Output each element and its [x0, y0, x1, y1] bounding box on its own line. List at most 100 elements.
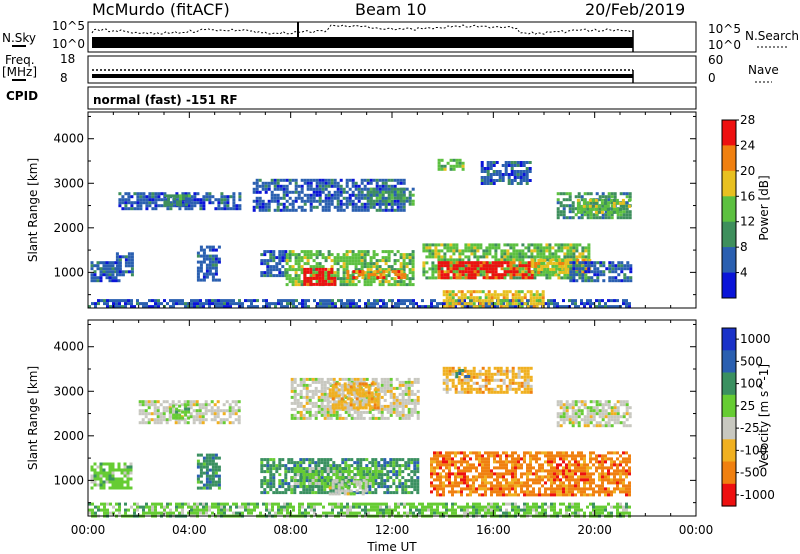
noise-sky-trace [91, 24, 632, 35]
velocity-x-axis: 00:00 04:00 08:00 12:00 16:00 20:00 00:00 [71, 523, 714, 537]
scatter-region [480, 161, 532, 185]
colorbar-swatch [722, 272, 736, 299]
y-tick-label: 3000 [53, 384, 84, 398]
colorbar-swatch [722, 145, 736, 172]
noise-right-tick-high: 10^5 [708, 22, 741, 36]
colorbar-tick-label: 25 [740, 399, 755, 413]
scatter-region [442, 290, 545, 309]
colorbar-tick-label: 8 [740, 240, 748, 254]
velocity-panel: 1000 2000 3000 4000 00:00 04:00 08:00 12:00 16:… [26, 319, 714, 554]
power-colorbar: 4 8 12 16 20 24 28 [721, 113, 755, 299]
scatter-region [303, 267, 337, 286]
y-tick-label: 1000 [53, 265, 84, 279]
scatter-region [437, 158, 465, 171]
power-y-axis: 1000 2000 3000 4000 [53, 112, 697, 308]
y-tick-label: 4000 [53, 132, 84, 146]
power-colorbar-label: Power [dB] [757, 175, 771, 240]
colorbar-swatch [722, 170, 736, 197]
colorbar-swatch [722, 372, 736, 396]
scatter-region [328, 382, 380, 410]
y-tick-label: 4000 [53, 340, 84, 354]
colorbar-swatch [722, 394, 736, 418]
velocity-colorbar-label: Velocity [m s^-1] [757, 364, 771, 468]
station-title: McMurdo (fitACF) [92, 0, 230, 19]
colorbar-swatch [722, 247, 736, 273]
y-tick-label: 2000 [53, 429, 84, 443]
velocity-scatter [88, 366, 632, 518]
power-ylabel: Slant Range [km] [26, 158, 40, 262]
scatter-region [164, 194, 191, 207]
x-tick-label: 04:00 [172, 523, 207, 537]
colorbar-swatch [722, 120, 736, 146]
scatter-region [556, 400, 632, 428]
scatter-region [366, 187, 415, 206]
colorbar-tick-label: 20 [740, 164, 755, 178]
colorbar-tick-label: 12 [740, 215, 755, 229]
frequency-strip: 18 8 60 0 Freq. [MHz] Nave CPID [2, 52, 779, 103]
scatter-region [430, 451, 631, 497]
colorbar-swatch [722, 196, 736, 223]
scatter-region [252, 178, 406, 212]
freq-right-tick-low: 0 [708, 71, 716, 85]
colorbar-tick-label: 100 [740, 377, 763, 391]
colorbar-tick-label: 24 [740, 138, 755, 152]
colorbar-tick-label: 1000 [740, 332, 771, 346]
velocity-ylabel: Slant Range [km] [26, 366, 40, 470]
power-panel: 1000 2000 3000 4000 Slant Range [km] [26, 111, 697, 309]
nave-label: Nave [748, 63, 779, 77]
x-tick-label: 08:00 [273, 523, 308, 537]
noise-right-tick-low: 10^0 [708, 38, 741, 52]
colorbar-tick-label: -500 [740, 466, 767, 480]
freq-label: Freq. [5, 53, 35, 67]
scatter-region [442, 366, 533, 394]
scatter-region [346, 270, 407, 280]
x-tick-label: 00:00 [679, 523, 714, 537]
x-tick-label: 20:00 [577, 523, 612, 537]
colorbar-swatch [722, 328, 736, 351]
cpid-strip: normal (fast) -151 RF [87, 86, 697, 110]
colorbar-swatch [722, 221, 736, 248]
scatter-region [569, 261, 633, 283]
velocity-y-axis: 1000 2000 3000 4000 [53, 320, 697, 516]
noise-search-band [92, 37, 633, 48]
frequency-trace [92, 74, 633, 78]
scatter-region [576, 198, 631, 214]
colorbar-swatch [722, 461, 736, 485]
colorbar-tick-label: -25 [740, 421, 760, 435]
x-tick-label: 12:00 [375, 523, 410, 537]
cpid-value: normal (fast) -151 RF [93, 93, 238, 107]
colorbar-tick-label: 16 [740, 189, 755, 203]
colorbar-tick-label: -100 [740, 443, 767, 457]
colorbar-swatch [722, 483, 736, 507]
freq-left-tick-high: 18 [60, 52, 75, 66]
nsearch-label: N.Search [745, 29, 799, 43]
cpid-label: CPID [6, 89, 38, 103]
colorbar-tick-label: 4 [740, 266, 748, 280]
noise-left-tick-low: 10^0 [52, 37, 85, 51]
scatter-region [196, 245, 221, 282]
colorbar-swatch [722, 417, 736, 440]
noise-strip: 10^5 10^0 10^5 10^0 N.Sky N.Search [2, 19, 799, 53]
velocity-colorbar: 1000 500 100 25 -25 -100 -500 -1000 [721, 327, 775, 507]
x-tick-label: 16:00 [476, 523, 511, 537]
beam-title: Beam 10 [355, 0, 427, 19]
scatter-region [90, 261, 121, 283]
y-tick-label: 1000 [53, 473, 84, 487]
nsky-label: N.Sky [2, 31, 36, 45]
time-xlabel: Time UT [366, 540, 417, 554]
scatter-region [455, 369, 471, 378]
freq-unit-label: [MHz] [2, 65, 37, 79]
scatter-region [90, 462, 133, 490]
y-tick-label: 2000 [53, 221, 84, 235]
scatter-region [328, 480, 368, 496]
y-tick-label: 3000 [53, 176, 84, 190]
date-title: 20/Feb/2019 [585, 0, 685, 19]
x-tick-label: 00:00 [71, 523, 106, 537]
colorbar-swatch [722, 350, 736, 374]
scatter-region [115, 252, 134, 277]
scatter-region [169, 404, 191, 420]
scatter-region [196, 453, 221, 490]
colorbar-tick-label: 500 [740, 354, 763, 368]
freq-left-tick-low: 8 [60, 71, 68, 85]
